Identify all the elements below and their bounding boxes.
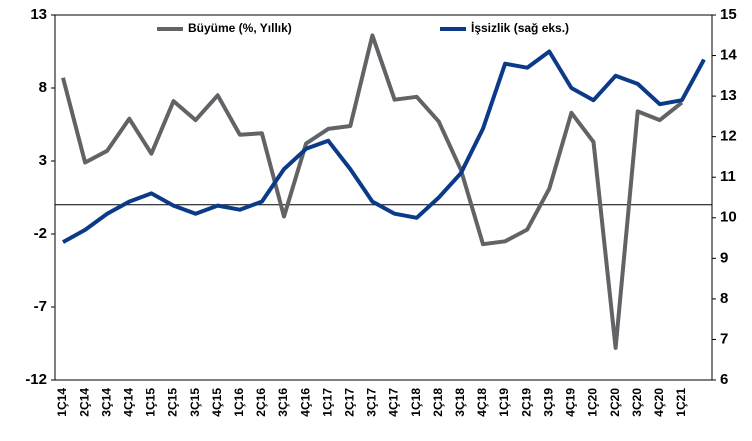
- x-tick-label: 4Ç18: [475, 388, 489, 417]
- x-tick-label: 1Ç21: [674, 388, 688, 417]
- x-tick-label: 4Ç19: [564, 388, 578, 417]
- x-tick-label: 3Ç14: [99, 388, 113, 417]
- x-tick-label: 4Ç15: [210, 388, 224, 417]
- y-tick-label: 3: [39, 152, 47, 169]
- y-tick-label: 8: [39, 79, 47, 96]
- y-tick-label: -2: [34, 225, 47, 242]
- x-tick-label: 3Ç17: [365, 388, 379, 417]
- y-tick-label: -7: [34, 298, 47, 315]
- x-tick-label: 2Ç14: [77, 388, 91, 417]
- y-tick-label: -12: [25, 371, 47, 388]
- x-tick-label: 1Ç20: [586, 388, 600, 417]
- y-tick-label: 13: [30, 6, 47, 23]
- x-tick-label: 4Ç14: [121, 388, 135, 417]
- x-tick-label: 3Ç19: [541, 388, 555, 417]
- legend-label: İşsizlik (sağ eks.): [471, 20, 569, 35]
- y2-tick-label: 9: [720, 249, 728, 266]
- x-tick-label: 2Ç19: [519, 388, 533, 417]
- x-tick-label: 2Ç17: [343, 388, 357, 417]
- y2-tick-label: 7: [720, 330, 728, 347]
- y2-tick-label: 14: [720, 47, 737, 64]
- x-tick-label: 1Ç16: [232, 388, 246, 417]
- x-tick-label: 2Ç20: [608, 388, 622, 417]
- x-tick-label: 3Ç18: [453, 388, 467, 417]
- x-tick-label: 1Ç17: [320, 388, 334, 417]
- x-tick-label: 1Ç18: [409, 388, 423, 417]
- y2-tick-label: 6: [720, 371, 728, 388]
- y2-tick-label: 13: [720, 87, 737, 104]
- y2-tick-label: 12: [720, 128, 737, 145]
- y2-tick-label: 15: [720, 6, 737, 23]
- x-tick-label: 1Ç15: [144, 388, 158, 417]
- series-line: [61, 33, 684, 350]
- y2-tick-label: 11: [720, 168, 736, 185]
- x-tick-label: 1Ç19: [497, 388, 511, 417]
- x-tick-label: 3Ç15: [188, 388, 202, 417]
- x-tick-label: 2Ç16: [254, 388, 268, 417]
- plot-frame: [54, 14, 713, 381]
- x-tick-label: 1Ç14: [55, 388, 69, 417]
- x-tick-label: 4Ç17: [387, 388, 401, 417]
- x-tick-label: 3Ç20: [630, 388, 644, 417]
- x-tick-label: 2Ç18: [431, 388, 445, 417]
- legend-label: Büyüme (%, Yıllık): [188, 21, 292, 35]
- x-tick-label: 2Ç15: [166, 388, 180, 417]
- series-line: [62, 49, 706, 244]
- x-tick-label: 3Ç16: [276, 388, 290, 417]
- x-tick-label: 4Ç16: [298, 388, 312, 417]
- x-tick-label: 4Ç20: [652, 388, 666, 417]
- y2-tick-label: 8: [720, 290, 728, 307]
- y2-tick-label: 10: [720, 209, 737, 226]
